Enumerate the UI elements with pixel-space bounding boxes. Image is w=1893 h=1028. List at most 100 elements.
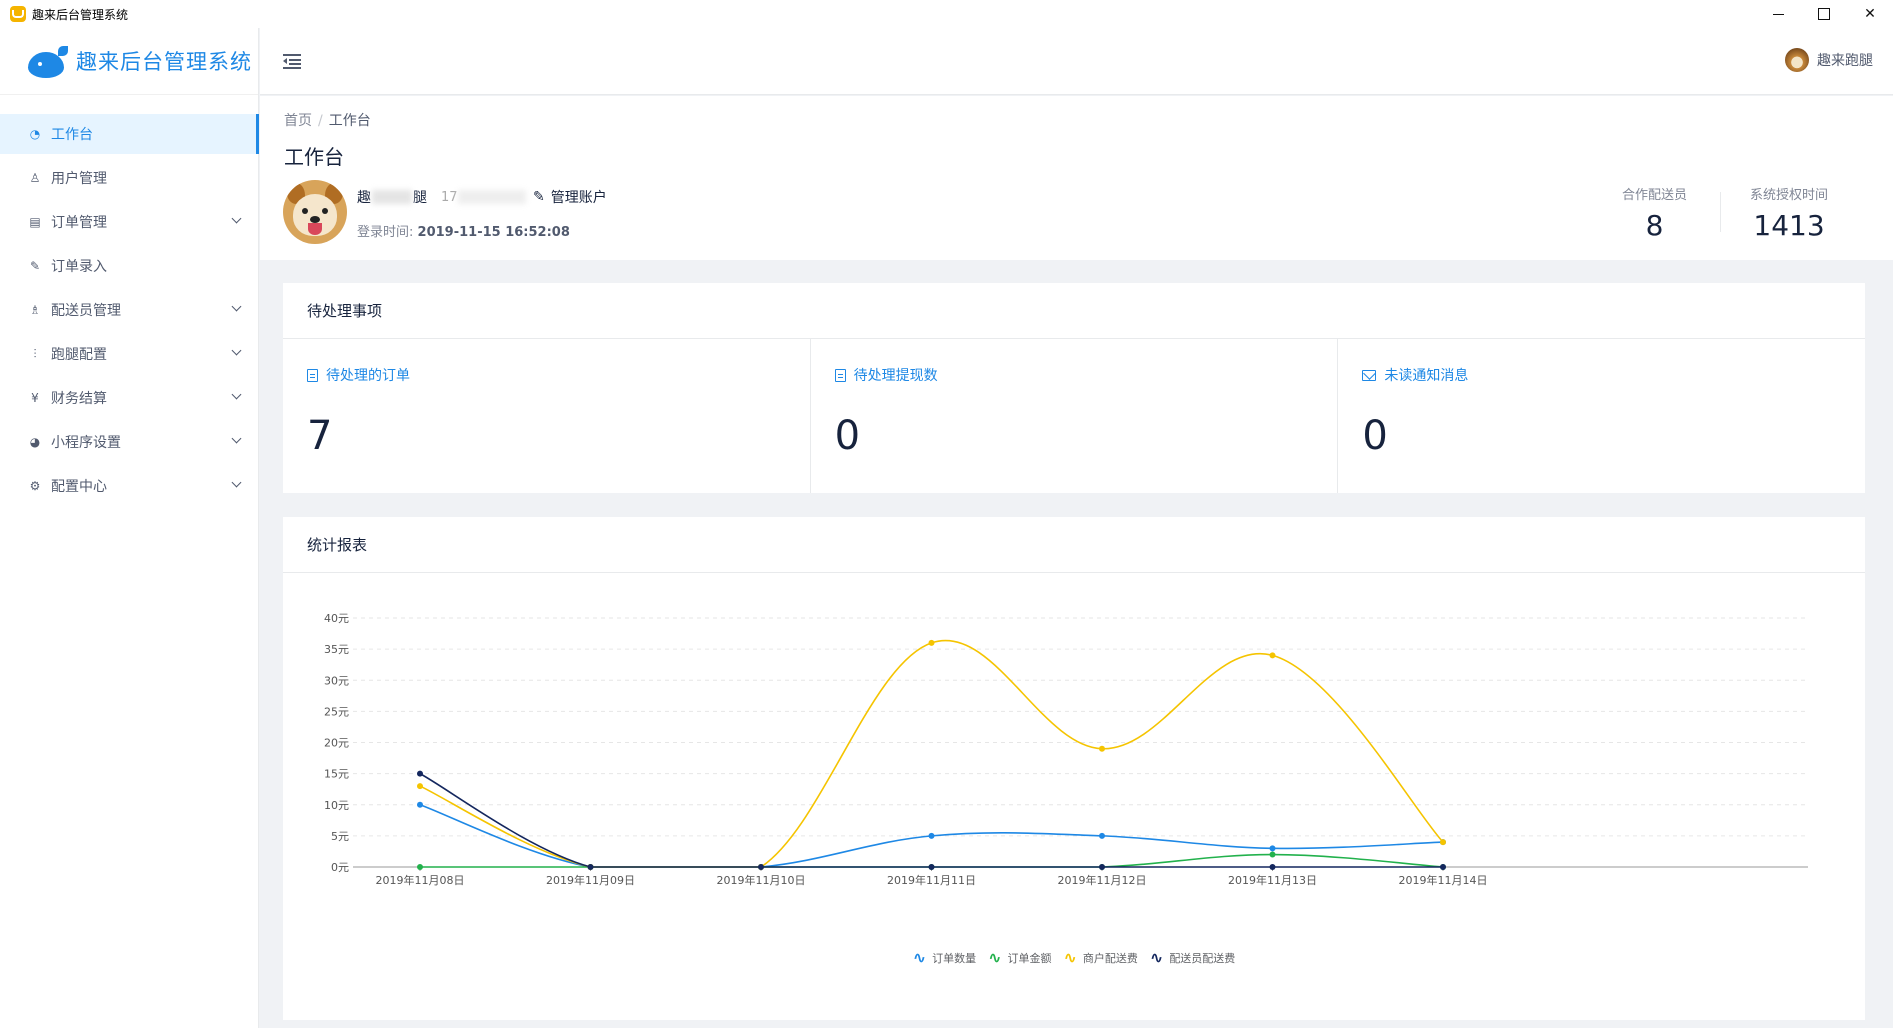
close-icon[interactable]: ✕ bbox=[1864, 6, 1876, 22]
legend-line-icon: ∿ bbox=[1063, 948, 1077, 967]
sidebar-item-label: 订单录入 bbox=[51, 259, 107, 275]
sidebar-item-3[interactable]: ▤ 订单管理 bbox=[0, 202, 258, 242]
redacted-text bbox=[372, 190, 412, 204]
x-tick-label: 2019年11月14日 bbox=[1399, 873, 1488, 887]
data-point bbox=[417, 770, 423, 777]
window-title: 趣来后台管理系统 bbox=[32, 7, 129, 22]
data-point bbox=[1269, 851, 1276, 858]
sliders-icon: ⫶ bbox=[33, 346, 37, 361]
app-icon bbox=[10, 6, 26, 22]
y-tick-label: 35元 bbox=[324, 643, 349, 656]
user-icon: ♙ bbox=[29, 171, 41, 185]
pending-value: 7 bbox=[307, 413, 333, 459]
sidebar-item-label: 订单管理 bbox=[51, 215, 107, 231]
sidebar-item-9[interactable]: ⚙ 配置中心 bbox=[0, 466, 258, 506]
data-point bbox=[928, 864, 935, 870]
profile-name: 趣 腿 17 bbox=[357, 187, 526, 207]
stat-value: 1413 bbox=[1753, 209, 1825, 242]
stat-label: 系统授权时间 bbox=[1750, 188, 1829, 203]
unread-notifications-link[interactable]: 未读通知消息 bbox=[1362, 365, 1468, 385]
legend-line-icon: ∿ bbox=[912, 948, 927, 967]
line-chart: 0元 5元 10元 15元 20元 25元 30元 35元 40元 2019年11月08日 2019… bbox=[283, 574, 1865, 1020]
data-point bbox=[1440, 864, 1446, 870]
whale-logo-icon bbox=[28, 46, 68, 78]
pending-withdrawals[interactable]: 待处理提现数 0 bbox=[811, 339, 1339, 493]
sidebar-item-5[interactable]: ♗ 配送员管理 bbox=[0, 290, 258, 330]
manage-account-label: 管理账户 bbox=[550, 190, 607, 206]
sidebar-item-6[interactable]: ⫶ 跑腿配置 bbox=[0, 334, 258, 374]
y-tick-label: 40元 bbox=[324, 612, 349, 625]
pending-card: 待处理事项 待处理的订单 7 待处理提现数 0 未读通知消息 0 bbox=[283, 283, 1865, 493]
legend-line-icon: ∿ bbox=[988, 948, 1002, 967]
sidebar-item-4[interactable]: ✎ 订单录入 bbox=[0, 246, 258, 286]
chevron-down-icon bbox=[231, 477, 242, 488]
breadcrumb-home[interactable]: 首页 bbox=[284, 113, 312, 129]
data-point bbox=[417, 864, 423, 870]
x-tick-label: 2019年11月11日 bbox=[887, 873, 976, 887]
profile-name-last: 腿 bbox=[413, 190, 427, 206]
user-menu[interactable]: 趣来跑腿 bbox=[1785, 48, 1873, 72]
data-point bbox=[928, 639, 935, 646]
data-point bbox=[1440, 839, 1446, 846]
data-point bbox=[1099, 832, 1105, 839]
divider bbox=[1720, 192, 1721, 232]
x-tick-label: 2019年11月08日 bbox=[376, 873, 465, 887]
manage-account-link[interactable]: ✎ 管理账户 bbox=[533, 187, 607, 207]
x-tick-label: 2019年11月10日 bbox=[717, 873, 806, 887]
sidebar-item-1[interactable]: ◔ 工作台 bbox=[0, 114, 259, 154]
legend-line-icon: ∿ bbox=[1149, 948, 1164, 967]
y-tick-label: 20元 bbox=[324, 737, 349, 750]
chevron-down-icon bbox=[231, 389, 242, 400]
data-point bbox=[417, 783, 423, 790]
pending-orders-link[interactable]: 待处理的订单 bbox=[307, 365, 410, 385]
y-tick-label: 0元 bbox=[331, 861, 349, 874]
pending-withdrawals-link[interactable]: 待处理提现数 bbox=[834, 365, 938, 385]
profile-phone: 17 bbox=[441, 189, 458, 205]
legend-item[interactable]: ∿ 配送员配送费 bbox=[1150, 948, 1235, 967]
series-line-4 bbox=[419, 772, 1443, 868]
sidebar-item-2[interactable]: ♙ 用户管理 bbox=[0, 158, 258, 198]
data-point bbox=[587, 864, 594, 870]
top-header: 趣来跑腿 bbox=[260, 28, 1893, 95]
chevron-down-icon bbox=[231, 301, 242, 312]
logo[interactable]: 趣来后台管理系统 bbox=[0, 28, 258, 95]
pending-title: 待处理事项 bbox=[283, 283, 1865, 339]
pending-orders[interactable]: 待处理的订单 7 bbox=[283, 339, 811, 493]
document-icon bbox=[307, 368, 318, 382]
sidebar-item-label: 配置中心 bbox=[51, 479, 107, 495]
legend-item[interactable]: ∿ 商户配送费 bbox=[1064, 948, 1138, 967]
sidebar-item-7[interactable]: ¥ 财务结算 bbox=[0, 378, 258, 418]
sidebar-item-label: 配送员管理 bbox=[51, 303, 121, 319]
maximize-icon[interactable] bbox=[1801, 0, 1847, 28]
wechat-icon: ◕ bbox=[29, 435, 41, 449]
sidebar-item-label: 用户管理 bbox=[51, 171, 107, 187]
header-username: 趣来跑腿 bbox=[1817, 53, 1873, 69]
sidebar-item-8[interactable]: ◕ 小程序设置 bbox=[0, 422, 258, 462]
window-titlebar: 趣来后台管理系统 ✕ bbox=[0, 0, 1893, 28]
unread-notifications[interactable]: 未读通知消息 0 bbox=[1338, 339, 1865, 493]
stat-license-time: 系统授权时间 1413 bbox=[1750, 184, 1828, 242]
gear-icon: ⚙ bbox=[29, 479, 41, 493]
legend-item[interactable]: ∿ 订单数量 bbox=[913, 948, 976, 967]
data-point bbox=[417, 801, 423, 808]
menu-collapse-icon[interactable] bbox=[283, 53, 301, 69]
pending-label: 未读通知消息 bbox=[1384, 368, 1469, 384]
x-tick-label: 2019年11月13日 bbox=[1228, 873, 1317, 887]
data-point bbox=[1269, 864, 1276, 870]
chart-legend: ∿ 订单数量 ∿ 订单金额 ∿ 商户配送费 ∿ 配送员配送费 bbox=[283, 948, 1865, 967]
login-time: 登录时间: 2019-11-15 16:52:08 bbox=[357, 221, 570, 240]
minimize-icon[interactable] bbox=[1755, 0, 1801, 28]
y-tick-label: 25元 bbox=[324, 705, 349, 718]
yen-icon: ¥ bbox=[31, 391, 39, 405]
report-title: 统计报表 bbox=[283, 517, 1865, 573]
edit-icon: ✎ bbox=[29, 259, 41, 273]
y-tick-label: 15元 bbox=[324, 768, 349, 781]
chevron-down-icon bbox=[231, 433, 242, 444]
dashboard-icon: ◔ bbox=[29, 127, 41, 141]
document-icon bbox=[834, 368, 846, 382]
legend-item[interactable]: ∿ 订单金额 bbox=[988, 948, 1051, 967]
mail-icon bbox=[1362, 369, 1377, 381]
chevron-down-icon bbox=[231, 213, 242, 224]
data-point bbox=[1269, 652, 1276, 659]
login-time-value: 2019-11-15 16:52:08 bbox=[417, 225, 570, 240]
